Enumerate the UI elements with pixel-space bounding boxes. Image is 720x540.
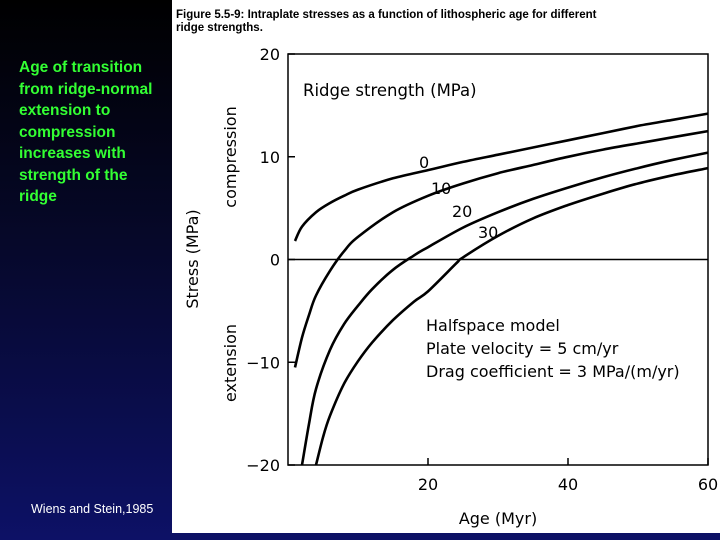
y-axis-extension-label: extension [221, 324, 240, 402]
x-tick-label: 60 [698, 475, 718, 494]
series-line-10 [293, 129, 709, 368]
y-tick-label: 10 [260, 148, 280, 167]
figure-panel: Figure 5.5-9: Intraplate stresses as a f… [172, 0, 720, 533]
slide-bullet-text: Age of transition from ridge-normal exte… [19, 59, 153, 205]
series-curves [293, 112, 709, 466]
caption-line-2: ridge strengths. [176, 22, 263, 34]
figure-caption: Figure 5.5-9: Intraplate stresses as a f… [176, 9, 720, 35]
model-info-line-3: Drag coefficient = 3 MPa/(m/yr) [426, 362, 680, 381]
caption-line-1: Figure 5.5-9: Intraplate stresses as a f… [176, 9, 597, 21]
y-axis-label: Stress (MPa) [183, 209, 202, 308]
citation-credit: Wiens and Stein,1985 [31, 502, 154, 516]
series-line-0 [293, 112, 709, 242]
legend-title: Ridge strength (MPa) [303, 81, 477, 100]
series-label-30: 30 [478, 223, 498, 242]
slide-text-panel: Age of transition from ridge-normal exte… [0, 0, 172, 540]
series-label-0: 0 [419, 153, 429, 172]
model-info-line-2: Plate velocity = 5 cm/yr [426, 339, 619, 358]
y-axis-ticks: 20 10 0 −10 −20 [246, 45, 295, 475]
y-axis-compression-label: compression [221, 106, 240, 207]
series-line-20 [300, 151, 709, 466]
y-tick-label: 20 [260, 45, 280, 64]
series-label-10: 10 [431, 179, 451, 198]
x-axis-label: Age (Myr) [459, 509, 537, 528]
y-tick-label: −20 [246, 456, 280, 475]
y-tick-label: 0 [270, 251, 280, 270]
x-tick-label: 20 [418, 475, 438, 494]
series-label-20: 20 [452, 202, 472, 221]
x-axis-ticks: 20 40 60 [418, 458, 718, 494]
y-tick-label: −10 [246, 353, 280, 372]
model-info-line-1: Halfspace model [426, 316, 560, 335]
series-line-30 [314, 166, 709, 466]
x-tick-label: 40 [558, 475, 578, 494]
